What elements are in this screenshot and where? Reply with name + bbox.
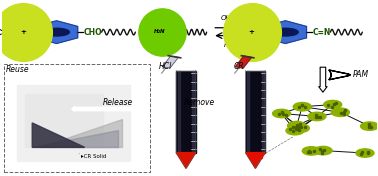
Text: CHO: CHO [84, 28, 102, 37]
Circle shape [2, 23, 43, 42]
Circle shape [332, 108, 349, 117]
Text: Remove: Remove [183, 98, 215, 107]
Circle shape [324, 100, 342, 109]
Bar [192, 71, 194, 153]
Polygon shape [246, 153, 265, 168]
Ellipse shape [44, 28, 70, 36]
Text: Release: Release [102, 98, 133, 107]
Text: CR: CR [233, 62, 244, 71]
Bar [249, 153, 262, 158]
Bar [25, 94, 104, 147]
Polygon shape [32, 123, 85, 147]
Text: H⁺: H⁺ [224, 42, 233, 48]
Polygon shape [40, 119, 122, 147]
Circle shape [286, 127, 304, 135]
Polygon shape [36, 21, 78, 43]
Circle shape [231, 23, 272, 42]
Bar [247, 71, 249, 153]
Bar [262, 71, 263, 153]
Text: +: + [249, 29, 255, 35]
Circle shape [314, 146, 332, 155]
Circle shape [308, 112, 326, 121]
Bar [178, 71, 180, 153]
Text: ▸CR Solid: ▸CR Solid [81, 154, 106, 159]
Text: C=N: C=N [312, 28, 331, 37]
Text: OH⁻: OH⁻ [221, 15, 235, 21]
Bar [176, 71, 196, 153]
Text: +: + [141, 26, 152, 39]
Ellipse shape [273, 28, 298, 36]
Circle shape [356, 149, 374, 157]
Polygon shape [162, 56, 178, 68]
Circle shape [293, 102, 311, 111]
Bar [246, 71, 265, 153]
Circle shape [288, 121, 306, 130]
Text: H₂N: H₂N [154, 29, 166, 34]
Text: +: + [20, 29, 26, 35]
Circle shape [302, 147, 320, 155]
Bar [4, 64, 150, 172]
Polygon shape [235, 56, 251, 68]
Polygon shape [264, 21, 307, 43]
Text: Reuse: Reuse [6, 65, 29, 74]
Text: HCl: HCl [159, 62, 172, 71]
Polygon shape [176, 153, 196, 168]
Circle shape [145, 24, 178, 40]
Circle shape [361, 122, 378, 130]
Text: PAM: PAM [353, 70, 369, 79]
Circle shape [291, 124, 309, 132]
Bar [17, 84, 130, 161]
Circle shape [273, 109, 291, 118]
Polygon shape [32, 130, 118, 147]
